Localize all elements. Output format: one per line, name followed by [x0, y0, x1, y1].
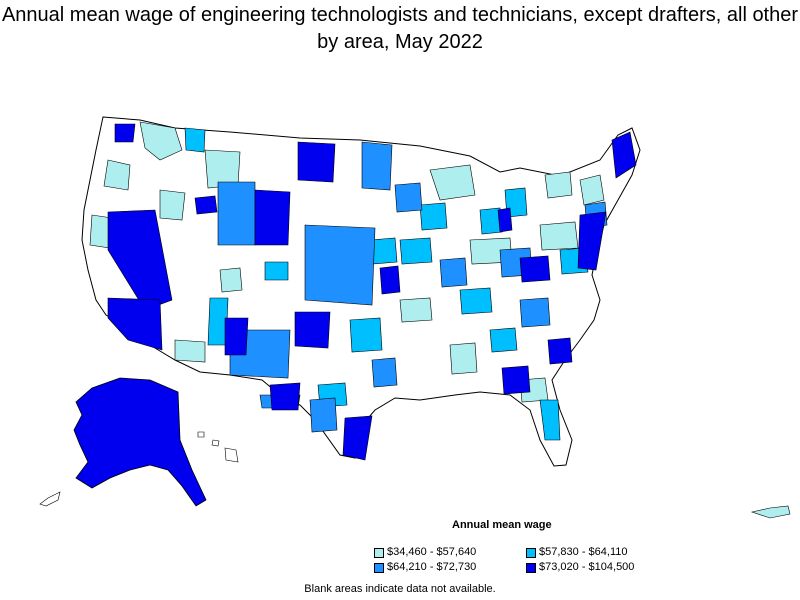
- legend-item-tier-2: $57,830 - $64,110: [526, 546, 627, 559]
- hawaii: [198, 432, 238, 462]
- footnote: Blank areas indicate data not available.: [0, 583, 800, 595]
- legend-item-tier-4: $73,020 - $104,500: [526, 561, 634, 574]
- legend-label: $73,020 - $104,500: [539, 561, 634, 574]
- legend-swatch: [374, 563, 384, 573]
- legend-label: $64,210 - $72,730: [387, 561, 476, 574]
- legend-label: $57,830 - $64,110: [539, 546, 627, 559]
- legend-item-tier-3: $64,210 - $72,730: [374, 561, 476, 574]
- legend-item-tier-1: $34,460 - $57,640: [374, 546, 476, 559]
- legend-swatch: [526, 563, 536, 573]
- legend-title: Annual mean wage: [452, 519, 632, 531]
- alaska-islands: [40, 492, 60, 506]
- alaska: [74, 378, 206, 506]
- puerto-rico: [752, 506, 790, 518]
- legend-swatch: [374, 548, 384, 558]
- legend-label: $34,460 - $57,640: [387, 546, 476, 559]
- legend-swatch: [526, 548, 536, 558]
